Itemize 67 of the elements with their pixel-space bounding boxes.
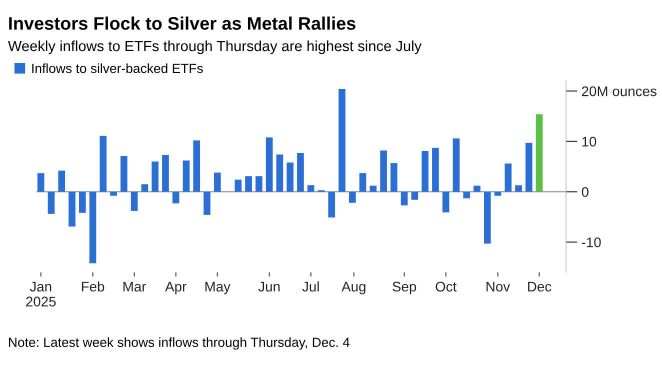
bar [359,173,366,192]
bar [182,160,190,192]
bar [422,150,428,192]
bar [484,192,491,244]
bar [338,89,346,192]
bar [256,176,262,192]
x-tick-label: Dec [528,282,552,292]
bar [193,140,200,192]
bar [504,164,512,192]
bar [297,152,304,192]
y-tick-label: 0 [582,187,588,197]
bar [110,192,117,196]
y-tick-label: -10 [582,237,601,248]
bar [286,162,294,192]
bar [432,148,439,192]
bar [48,192,55,214]
bar [370,186,377,192]
bar [37,173,44,192]
chart-title: Investors Flock to Silver as Metal Rallies [9,16,356,30]
x-tick-label: Apr [165,282,186,294]
bar [390,163,398,192]
y-tick-label: 10 [582,136,596,147]
chart-subtitle: Weekly inflows to ETFs through Thursday are highest since July [8,40,422,54]
bar [380,150,387,192]
bar [266,137,273,192]
bar [276,154,284,192]
bar [89,192,96,264]
bar [58,170,66,192]
x-tick-label: Jan 2025 [26,282,56,307]
bar [234,180,242,192]
x-tick-label: Sep [392,282,416,294]
bar [526,142,532,192]
bar [400,192,408,206]
bar [307,185,314,192]
bar [162,154,169,192]
bar [442,192,450,212]
x-tick-label: Mar [124,282,146,292]
y-tick-label: 20M ounces [582,86,656,96]
x-tick-label: Feb [82,281,104,292]
x-tick-label: Jul [302,281,319,292]
bar [172,192,180,204]
bar [78,192,86,213]
bar [245,176,252,192]
bar [328,192,336,218]
x-tick-label: May [205,282,230,294]
bar [130,192,138,211]
bar [463,192,470,198]
bar [100,136,107,192]
x-tick-label: Nov [486,282,510,292]
bar [214,172,221,192]
bar [515,185,522,192]
bar [348,192,356,203]
bar [452,138,460,192]
bar [474,186,480,192]
legend-label: Inflows to silver-backed ETFs [32,63,203,74]
bar [494,192,502,196]
bar [536,114,543,192]
bar [411,192,418,200]
x-tick-label: Oct [436,282,457,292]
bar [120,156,128,192]
text: Note: Latest week shows inflows through Thursday, Dec. 4 [9,337,350,350]
bar [204,192,210,215]
bar [68,192,76,226]
bar [141,184,148,192]
x-tick-label: Jun [258,282,280,292]
bar [152,162,158,192]
x-tick-label: Aug [342,282,366,294]
